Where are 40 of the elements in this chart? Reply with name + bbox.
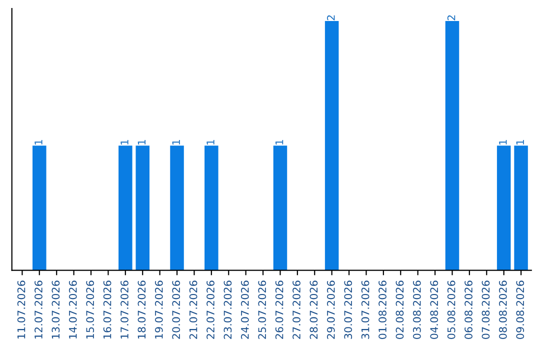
x-tick-label: 04.08.2026 [430, 280, 438, 339]
data-label: 1 [276, 140, 284, 144]
x-tick-label: 25.07.2026 [258, 280, 266, 339]
x-tick-label: 24.07.2026 [240, 280, 249, 339]
data-label: 1 [138, 140, 146, 144]
x-tick-label: 03.08.2026 [412, 280, 421, 339]
x-tick-label: 23.07.2026 [224, 280, 232, 339]
x-tick-label: 14.07.2026 [68, 280, 77, 339]
data-label: 2 [326, 15, 335, 20]
x-tick-label: 15.07.2026 [86, 280, 94, 339]
data-label: 1 [120, 140, 128, 144]
x-tick-label: 19.07.2026 [154, 280, 163, 339]
x-tick-label: 12.07.2026 [34, 280, 42, 339]
data-label: 2 [447, 15, 456, 20]
data-label: 1 [499, 140, 507, 144]
data-label: 1 [172, 140, 180, 144]
x-tick-label: 05.08.2026 [447, 280, 456, 339]
x-tick-label: 20.07.2026 [172, 280, 180, 339]
x-tick-label: 28.07.2026 [310, 280, 318, 339]
x-tick-label: 31.07.2026 [361, 280, 370, 339]
x-tick-label: 06.08.2026 [464, 280, 472, 339]
x-tick-label: 17.07.2026 [120, 280, 128, 339]
x-tick-label: 27.07.2026 [292, 280, 300, 339]
data-label: 1 [206, 140, 214, 144]
x-tick-label: 22.07.2026 [206, 280, 214, 339]
x-tick-label: 02.08.2026 [396, 280, 404, 339]
x-tick-label: 16.07.2026 [103, 280, 112, 339]
x-tick-label: 21.07.2026 [189, 280, 198, 339]
x-tick-label: 26.07.2026 [275, 280, 284, 339]
data-label: 1 [516, 140, 524, 144]
x-tick-label: 30.07.2026 [344, 280, 352, 339]
x-tick-label: 13.07.2026 [52, 280, 60, 339]
data-label: 1 [34, 140, 42, 144]
x-tick-label: 01.08.2026 [378, 280, 386, 339]
x-tick-label: 11.07.2026 [17, 280, 26, 339]
x-tick-label: 09.08.2026 [516, 280, 524, 339]
x-tick-label: 18.07.2026 [138, 280, 146, 339]
x-tick-label: 29.07.2026 [326, 280, 335, 339]
x-tick-label: 07.08.2026 [482, 280, 490, 339]
x-tick-label: 08.08.2026 [498, 280, 507, 339]
